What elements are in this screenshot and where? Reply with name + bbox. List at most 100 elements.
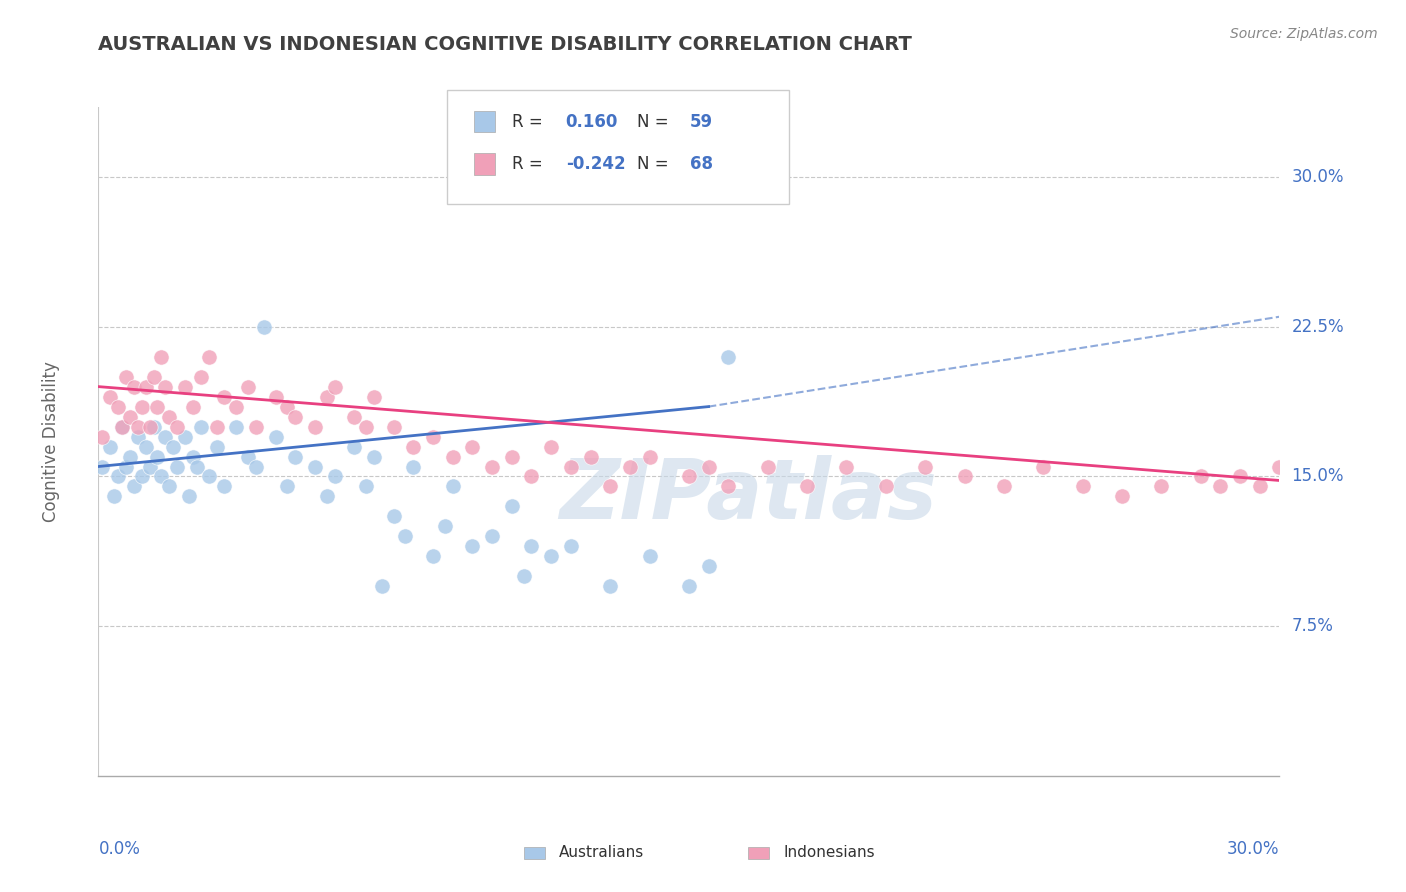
Point: [236, 379, 259, 393]
Point: [225, 400, 247, 414]
Point: [354, 419, 377, 434]
Point: [174, 429, 197, 443]
Point: [166, 419, 188, 434]
Point: [599, 479, 621, 493]
Point: [756, 459, 779, 474]
Point: [1249, 479, 1271, 493]
Point: [363, 390, 385, 404]
Point: [441, 479, 464, 493]
Text: R =: R =: [513, 155, 548, 173]
Point: [131, 400, 153, 414]
Point: [177, 490, 200, 504]
Point: [197, 350, 219, 364]
Point: [343, 440, 366, 454]
Point: [186, 459, 208, 474]
Point: [190, 369, 212, 384]
Point: [190, 419, 212, 434]
Point: [501, 450, 523, 464]
FancyBboxPatch shape: [474, 111, 495, 132]
Point: [127, 419, 149, 434]
Point: [304, 459, 326, 474]
Point: [146, 450, 169, 464]
Point: [560, 459, 582, 474]
Text: AUSTRALIAN VS INDONESIAN COGNITIVE DISABILITY CORRELATION CHART: AUSTRALIAN VS INDONESIAN COGNITIVE DISAB…: [98, 35, 912, 54]
Point: [205, 419, 228, 434]
Text: Indonesians: Indonesians: [783, 846, 875, 861]
Point: [323, 469, 346, 483]
Point: [245, 459, 267, 474]
Point: [107, 469, 129, 483]
Point: [1150, 479, 1173, 493]
Point: [197, 469, 219, 483]
Point: [512, 569, 534, 583]
Point: [142, 419, 165, 434]
Point: [540, 440, 562, 454]
Text: Cognitive Disability: Cognitive Disability: [42, 361, 60, 522]
Point: [131, 469, 153, 483]
Point: [1268, 459, 1291, 474]
Point: [264, 390, 287, 404]
Text: 22.5%: 22.5%: [1291, 318, 1344, 335]
Point: [717, 350, 740, 364]
Point: [150, 469, 173, 483]
Point: [135, 440, 157, 454]
Point: [276, 479, 298, 493]
Point: [146, 400, 169, 414]
Text: 15.0%: 15.0%: [1291, 467, 1344, 485]
Point: [461, 540, 484, 554]
Point: [835, 459, 858, 474]
Point: [142, 369, 165, 384]
FancyBboxPatch shape: [447, 90, 789, 204]
Point: [394, 529, 416, 543]
Point: [354, 479, 377, 493]
Point: [599, 579, 621, 593]
Point: [214, 479, 236, 493]
Point: [422, 429, 444, 443]
Point: [1209, 479, 1232, 493]
Point: [245, 419, 267, 434]
Point: [138, 459, 160, 474]
FancyBboxPatch shape: [748, 847, 769, 859]
Point: [323, 379, 346, 393]
Point: [155, 429, 177, 443]
Point: [441, 450, 464, 464]
Point: [225, 419, 247, 434]
Point: [1071, 479, 1094, 493]
Point: [501, 500, 523, 514]
Point: [678, 469, 700, 483]
Text: 30.0%: 30.0%: [1291, 168, 1344, 186]
Point: [276, 400, 298, 414]
Point: [481, 459, 503, 474]
Point: [284, 409, 307, 424]
Point: [343, 409, 366, 424]
Point: [157, 479, 180, 493]
Point: [103, 490, 125, 504]
Point: [162, 440, 184, 454]
Point: [111, 419, 134, 434]
Point: [697, 459, 720, 474]
Point: [264, 429, 287, 443]
Point: [138, 419, 160, 434]
Point: [253, 319, 276, 334]
Point: [1032, 459, 1054, 474]
Point: [127, 429, 149, 443]
Point: [875, 479, 897, 493]
Point: [371, 579, 394, 593]
Point: [619, 459, 641, 474]
Point: [205, 440, 228, 454]
Point: [697, 559, 720, 574]
Point: [118, 450, 141, 464]
Point: [560, 540, 582, 554]
Point: [122, 479, 145, 493]
Text: 0.160: 0.160: [565, 112, 619, 131]
Point: [284, 450, 307, 464]
Point: [91, 459, 114, 474]
Point: [382, 509, 405, 524]
Point: [115, 369, 138, 384]
Text: 30.0%: 30.0%: [1227, 840, 1279, 858]
Text: R =: R =: [513, 112, 548, 131]
Text: 68: 68: [690, 155, 713, 173]
Point: [155, 379, 177, 393]
Point: [107, 400, 129, 414]
Point: [433, 519, 456, 533]
